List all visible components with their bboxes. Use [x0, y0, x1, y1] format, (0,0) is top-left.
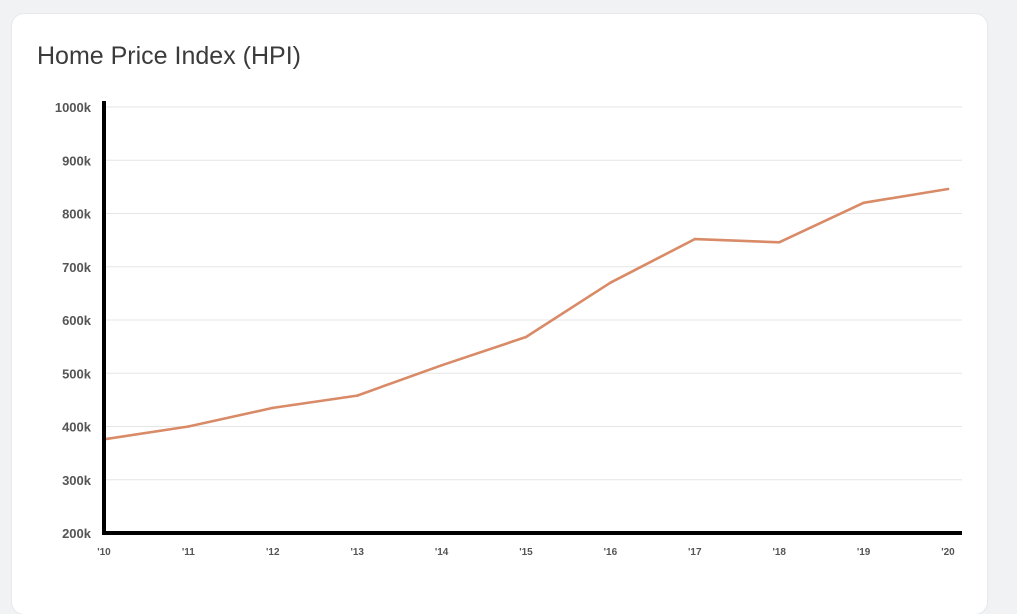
data-point: [355, 394, 359, 397]
data-point: [609, 281, 612, 285]
y-tick-label: 900k: [62, 153, 92, 168]
x-tick-label: '15: [519, 547, 533, 558]
data-point: [693, 237, 697, 241]
x-tick-label: '11: [182, 547, 195, 558]
x-tick-label: '18: [772, 547, 786, 558]
x-tick-label: '16: [604, 547, 618, 558]
y-tick-label: 400k: [62, 420, 92, 435]
hpi-line-chart: 1000k 900k 800k 700k 600k 500k 400k 300k 200k '10…: [55, 100, 962, 558]
x-tick-label: '14: [435, 547, 449, 558]
x-tick-label: '20: [941, 547, 955, 558]
chart-title: Home Price Index (HPI): [37, 42, 301, 70]
x-tick-label: '19: [857, 547, 871, 558]
x-tick-label: '10: [97, 547, 111, 558]
y-tick-label: 300k: [62, 473, 92, 488]
series-line: [102, 187, 950, 441]
data-point: [187, 425, 190, 428]
data-point: [271, 406, 275, 410]
y-tick-label: 800k: [62, 207, 92, 222]
data-point: [440, 363, 443, 367]
y-tick-label: 1000k: [55, 100, 92, 115]
data-point: [777, 240, 781, 244]
y-tick-label: 500k: [62, 366, 92, 381]
y-tick-label: 600k: [62, 313, 92, 328]
x-tick-label: '13: [350, 547, 364, 558]
chart-card: Home Price Index (HPI): [12, 14, 987, 614]
data-point: [946, 187, 950, 191]
x-tick-label: '12: [266, 547, 280, 558]
y-tick-label: 700k: [62, 260, 92, 275]
data-point: [862, 201, 865, 205]
data-point: [524, 335, 528, 339]
x-tick-label: '17: [688, 547, 702, 558]
y-tick-label: 200k: [62, 526, 92, 541]
